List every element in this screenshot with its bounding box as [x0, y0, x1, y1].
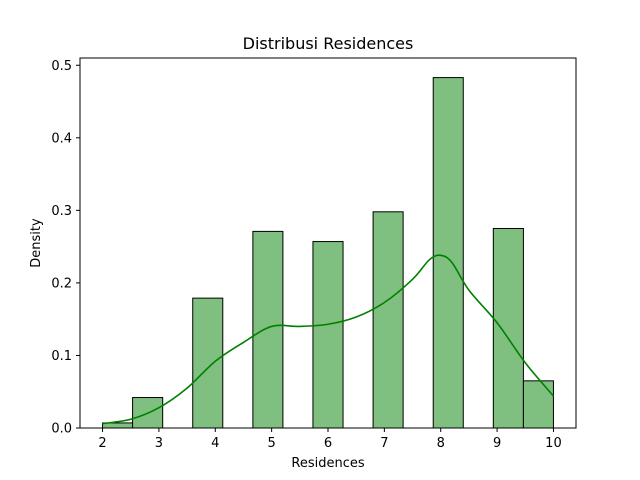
y-tick-label: 0.4 [51, 131, 72, 146]
x-tick-label: 6 [324, 436, 332, 451]
x-axis-label: Residences [291, 456, 364, 471]
x-axis-ticks: 2 3 4 5 6 7 8 9 10 [98, 428, 562, 451]
bars-group [102, 77, 554, 429]
y-tick-label: 0.5 [51, 59, 72, 74]
x-tick-label: 4 [211, 436, 219, 451]
histogram-bar-5 [372, 211, 404, 429]
y-axis-ticks: 0.0 0.1 0.2 0.3 0.4 0.5 [51, 59, 80, 437]
x-tick-label: 8 [437, 436, 445, 451]
histogram-bar-6 [432, 77, 464, 429]
y-tick-label: 0.1 [51, 349, 72, 364]
x-tick-label: 10 [545, 436, 562, 451]
x-tick-label: 2 [98, 436, 106, 451]
histogram-bar-8 [522, 380, 554, 429]
y-axis-label: Density [29, 218, 44, 268]
histogram-bar-4 [312, 241, 344, 429]
histogram-bar-3 [252, 230, 284, 429]
x-tick-label: 9 [493, 436, 501, 451]
chart-title: Distribusi Residences [243, 34, 414, 53]
x-tick-label: 5 [267, 436, 275, 451]
kde-curve [102, 254, 555, 425]
x-tick-label: 7 [380, 436, 388, 451]
histogram-bar-2 [192, 297, 224, 429]
y-tick-label: 0.3 [51, 204, 72, 219]
histogram-bar-7 [492, 227, 524, 429]
x-tick-label: 3 [155, 436, 163, 451]
y-tick-label: 0.0 [51, 422, 72, 437]
y-tick-label: 0.2 [51, 276, 72, 291]
